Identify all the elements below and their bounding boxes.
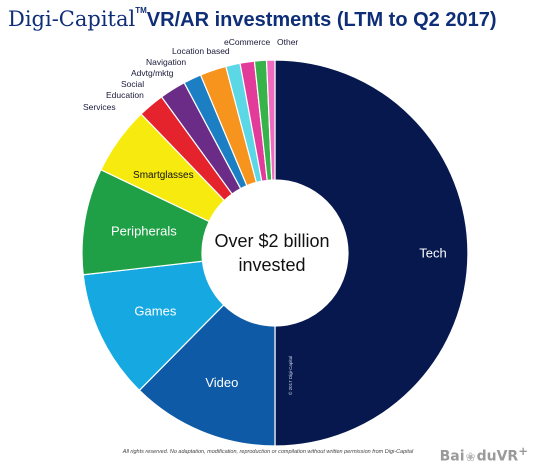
segment-video [138,304,276,447]
label-social: Social [121,79,144,89]
paw-icon: ❀ [465,449,476,464]
label-games: Games [134,304,176,319]
label-ecommerce: eCommerce [224,37,271,47]
label-location-based: Location based [172,46,230,56]
watermark-text-du: du [476,448,497,465]
segment-games [82,260,225,392]
center-text-line-1: Over $2 billion [214,231,329,251]
brand-name: Digi-Capital [8,7,136,31]
label-other: Other [277,37,298,47]
segment-labels: Tech Video Games Peripherals Smartglasses Ser… [83,37,447,390]
copyright-notice: All rights reserved. No adaptation, modi… [122,449,414,455]
trademark-mark: TM [135,6,147,15]
center-text-line-2: invested [238,255,305,275]
segment-tech [274,59,469,447]
label-smartglasses: Smartglasses [133,170,194,181]
label-peripherals: Peripherals [111,224,177,239]
title-text: VR/AR investments (LTM to Q2 2017) [146,9,497,31]
label-services: Services [83,102,116,112]
label-advtg-mktg: Advtg/mktg [131,68,174,78]
label-video: Video [205,375,238,390]
source-note: © 2017 Digi-Capital [287,356,293,395]
segment-other [265,59,276,181]
chart-title: Digi-CapitalTMVR/AR investments (LTM to … [8,4,530,34]
label-education: Education [106,90,144,100]
baidu-vr-watermark: Bai❀duVR+ [440,441,528,465]
watermark-text-vr: VR [496,448,519,465]
watermark-text-plus: + [518,444,528,458]
label-navigation: Navigation [146,57,186,67]
watermark-text-bai: Bai [439,448,465,465]
donut-segments [81,59,469,447]
label-tech: Tech [419,246,446,261]
